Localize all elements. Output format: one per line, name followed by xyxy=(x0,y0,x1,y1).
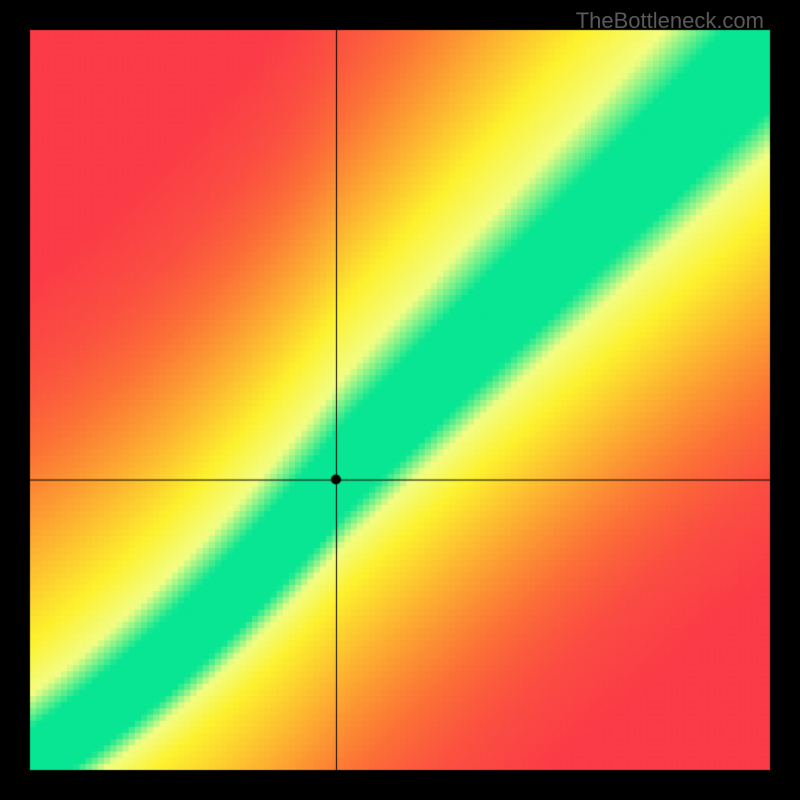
watermark-text: TheBottleneck.com xyxy=(576,8,764,34)
heatmap-canvas xyxy=(0,0,800,800)
chart-container: TheBottleneck.com xyxy=(0,0,800,800)
